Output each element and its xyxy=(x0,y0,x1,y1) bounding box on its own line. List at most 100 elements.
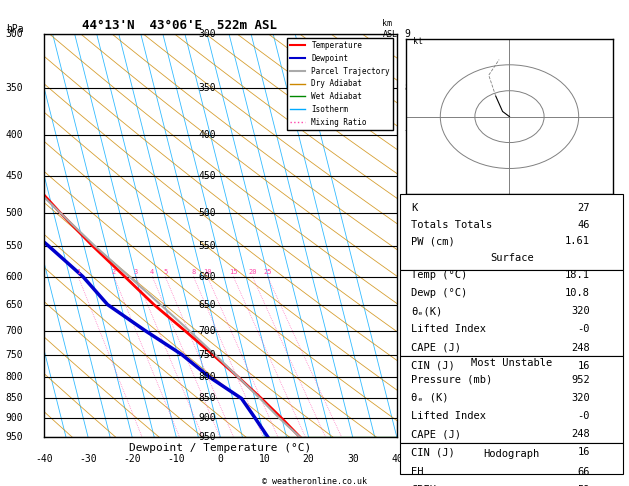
Text: 650: 650 xyxy=(5,299,23,310)
Text: 1.61: 1.61 xyxy=(565,236,590,246)
Text: 750: 750 xyxy=(198,349,216,360)
Text: 320: 320 xyxy=(571,306,590,316)
Text: CAPE (J): CAPE (J) xyxy=(411,429,461,439)
Text: 850: 850 xyxy=(198,394,216,403)
Text: 248: 248 xyxy=(571,343,590,352)
Text: 46: 46 xyxy=(577,220,590,229)
Text: 800: 800 xyxy=(198,372,216,382)
Text: 1: 1 xyxy=(76,269,81,275)
Text: Hodograph: Hodograph xyxy=(484,449,540,459)
Text: Temp (°C): Temp (°C) xyxy=(411,270,467,280)
Text: SREH: SREH xyxy=(411,485,436,486)
Text: 44°13'N  43°06'E  522m ASL: 44°13'N 43°06'E 522m ASL xyxy=(82,19,277,33)
Text: 950: 950 xyxy=(5,433,23,442)
Text: 1: 1 xyxy=(404,414,410,423)
Text: Dewp (°C): Dewp (°C) xyxy=(411,288,467,298)
Text: 700: 700 xyxy=(5,326,23,335)
Text: Lifted Index: Lifted Index xyxy=(411,411,486,421)
Text: 300: 300 xyxy=(5,29,23,39)
Text: 16: 16 xyxy=(577,447,590,457)
Text: 350: 350 xyxy=(5,83,23,93)
Text: θₑ (K): θₑ (K) xyxy=(411,393,448,403)
Text: -20: -20 xyxy=(123,453,141,464)
Text: Lifted Index: Lifted Index xyxy=(411,324,486,334)
Text: 650: 650 xyxy=(198,299,216,310)
Text: hPa: hPa xyxy=(6,24,24,35)
Text: 16: 16 xyxy=(577,361,590,371)
Text: 900: 900 xyxy=(5,414,23,423)
Text: 2: 2 xyxy=(404,372,410,382)
Text: 320: 320 xyxy=(571,393,590,403)
Text: CIN (J): CIN (J) xyxy=(411,447,455,457)
Text: 850: 850 xyxy=(5,394,23,403)
Text: -40: -40 xyxy=(35,453,53,464)
Text: 15: 15 xyxy=(229,269,238,275)
Text: 600: 600 xyxy=(5,272,23,281)
Text: 900: 900 xyxy=(198,414,216,423)
Text: 9: 9 xyxy=(404,29,410,39)
Text: Surface: Surface xyxy=(490,253,533,263)
Text: 800: 800 xyxy=(5,372,23,382)
Text: 550: 550 xyxy=(198,241,216,251)
Text: 248: 248 xyxy=(571,429,590,439)
Text: 500: 500 xyxy=(198,208,216,218)
Text: Totals Totals: Totals Totals xyxy=(411,220,493,229)
Text: 30: 30 xyxy=(347,453,359,464)
Text: 20: 20 xyxy=(303,453,314,464)
Text: © weatheronline.co.uk: © weatheronline.co.uk xyxy=(262,477,367,486)
Text: Mixing Ratio (g/kg): Mixing Ratio (g/kg) xyxy=(434,180,444,292)
Text: 10.8: 10.8 xyxy=(565,288,590,298)
Text: LCL: LCL xyxy=(404,394,421,403)
Text: 450: 450 xyxy=(198,171,216,181)
Text: 10: 10 xyxy=(203,269,211,275)
Text: 27: 27 xyxy=(577,203,590,213)
Legend: Temperature, Dewpoint, Parcel Trajectory, Dry Adiabat, Wet Adiabat, Isotherm, Mi: Temperature, Dewpoint, Parcel Trajectory… xyxy=(287,38,393,130)
Text: CIN (J): CIN (J) xyxy=(411,361,455,371)
Text: K: K xyxy=(411,203,418,213)
Text: CAPE (J): CAPE (J) xyxy=(411,343,461,352)
Text: 3: 3 xyxy=(404,326,410,335)
Text: -0: -0 xyxy=(577,324,590,334)
Text: 27.06.2024  00GMT  (Base: 18): 27.06.2024 00GMT (Base: 18) xyxy=(419,40,601,50)
Text: 10: 10 xyxy=(259,453,270,464)
Text: 4: 4 xyxy=(150,269,155,275)
Text: PW (cm): PW (cm) xyxy=(411,236,455,246)
Text: 18.1: 18.1 xyxy=(565,270,590,280)
Text: 6: 6 xyxy=(404,208,410,218)
FancyBboxPatch shape xyxy=(400,443,623,474)
Text: 950: 950 xyxy=(198,433,216,442)
Text: 450: 450 xyxy=(5,171,23,181)
Text: -30: -30 xyxy=(79,453,97,464)
FancyBboxPatch shape xyxy=(400,357,623,443)
Text: 550: 550 xyxy=(5,241,23,251)
Text: 3: 3 xyxy=(134,269,138,275)
Text: -0: -0 xyxy=(577,411,590,421)
Text: 7: 7 xyxy=(404,130,410,139)
Text: -10: -10 xyxy=(167,453,185,464)
Text: Most Unstable: Most Unstable xyxy=(471,358,552,368)
FancyBboxPatch shape xyxy=(400,270,623,357)
X-axis label: Dewpoint / Temperature (°C): Dewpoint / Temperature (°C) xyxy=(130,443,311,453)
Text: 400: 400 xyxy=(5,130,23,139)
Text: 25: 25 xyxy=(264,269,272,275)
Text: 8: 8 xyxy=(404,83,410,93)
Text: 5: 5 xyxy=(163,269,167,275)
Text: 20: 20 xyxy=(248,269,257,275)
Text: 0: 0 xyxy=(218,453,223,464)
Text: 952: 952 xyxy=(571,375,590,384)
Text: 350: 350 xyxy=(198,83,216,93)
Text: 700: 700 xyxy=(198,326,216,335)
Text: 300: 300 xyxy=(198,29,216,39)
Text: 750: 750 xyxy=(5,349,23,360)
Text: 66: 66 xyxy=(577,467,590,477)
Text: 500: 500 xyxy=(5,208,23,218)
Text: 2: 2 xyxy=(112,269,116,275)
Text: 400: 400 xyxy=(198,130,216,139)
Text: km
ASL: km ASL xyxy=(382,19,398,39)
Text: θₑ(K): θₑ(K) xyxy=(411,306,442,316)
FancyBboxPatch shape xyxy=(400,194,623,270)
Text: 5: 5 xyxy=(404,272,410,281)
Text: 59: 59 xyxy=(577,485,590,486)
Text: Pressure (mb): Pressure (mb) xyxy=(411,375,493,384)
Text: kt: kt xyxy=(413,37,423,46)
